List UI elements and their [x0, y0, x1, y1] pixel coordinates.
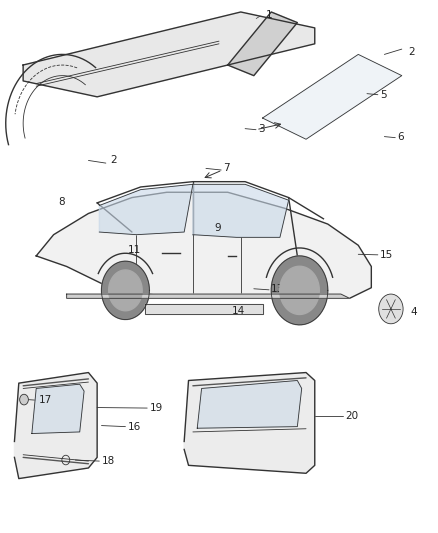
Text: 17: 17 [39, 395, 52, 405]
Polygon shape [184, 373, 315, 473]
Polygon shape [102, 261, 149, 319]
Text: 8: 8 [58, 197, 64, 207]
Polygon shape [99, 184, 193, 235]
Polygon shape [14, 373, 97, 479]
Text: 7: 7 [223, 164, 230, 173]
Circle shape [20, 394, 28, 405]
Text: 16: 16 [127, 422, 141, 432]
Polygon shape [36, 192, 371, 298]
Polygon shape [262, 54, 402, 139]
Polygon shape [280, 266, 319, 314]
Text: 4: 4 [410, 306, 417, 317]
Text: 5: 5 [380, 90, 387, 100]
Polygon shape [32, 384, 84, 433]
Polygon shape [193, 184, 289, 237]
Polygon shape [271, 256, 328, 325]
Text: 18: 18 [102, 456, 115, 466]
Polygon shape [109, 270, 142, 311]
Polygon shape [228, 12, 297, 76]
Polygon shape [197, 381, 302, 428]
Text: 11: 11 [127, 245, 141, 255]
Polygon shape [67, 294, 350, 298]
Text: 20: 20 [345, 411, 358, 421]
Text: 3: 3 [258, 124, 265, 134]
Text: 15: 15 [380, 250, 393, 260]
Text: 6: 6 [397, 132, 404, 142]
Text: 14: 14 [232, 305, 245, 316]
Text: 19: 19 [149, 403, 162, 413]
Polygon shape [145, 304, 262, 314]
Circle shape [379, 294, 403, 324]
Text: 9: 9 [215, 223, 221, 233]
Text: 2: 2 [110, 156, 117, 165]
Text: 13: 13 [271, 284, 284, 294]
Text: 2: 2 [408, 47, 415, 56]
Text: 1: 1 [266, 10, 272, 20]
Polygon shape [23, 12, 315, 97]
